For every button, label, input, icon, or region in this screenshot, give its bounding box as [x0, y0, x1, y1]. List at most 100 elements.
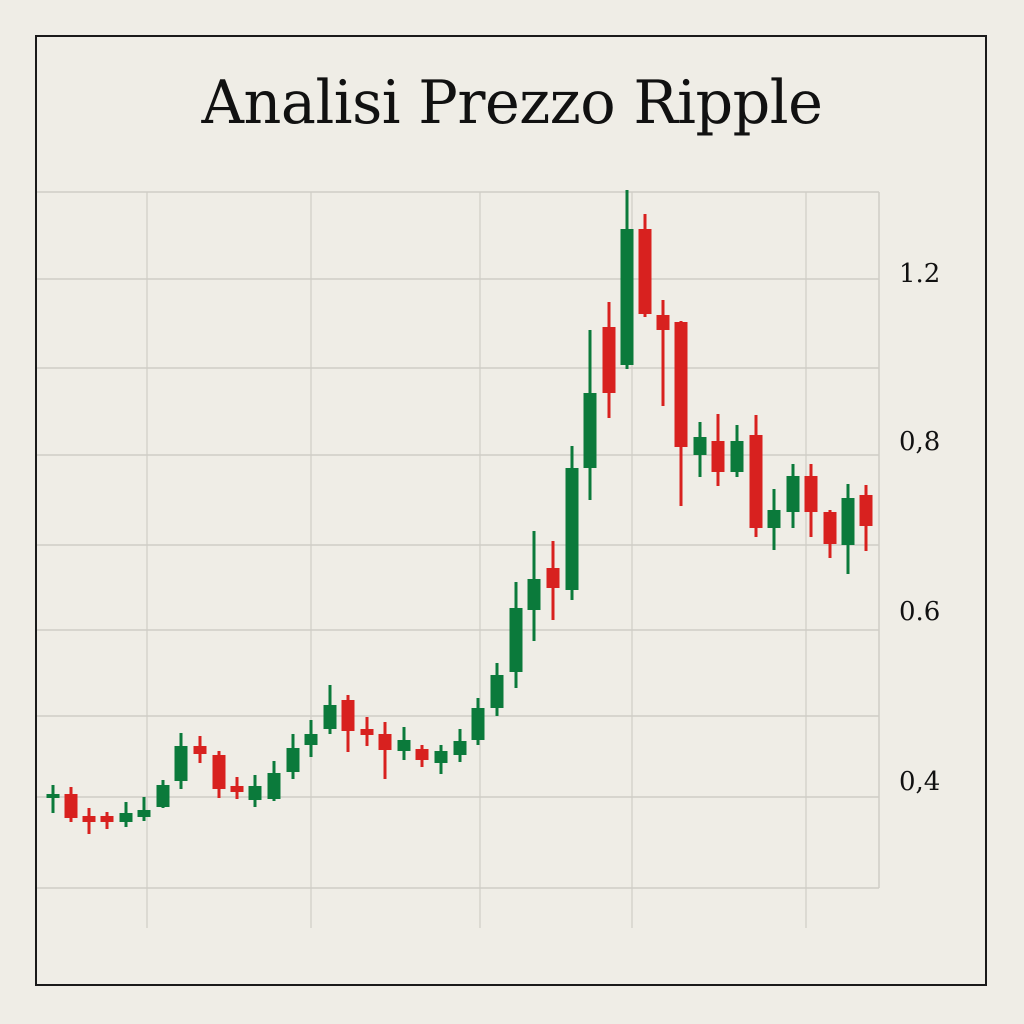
candle-up — [174, 733, 188, 789]
candle-body — [137, 810, 151, 817]
candle-up — [565, 446, 579, 600]
candle-body — [749, 435, 763, 528]
candle-up — [527, 531, 541, 641]
candle-down — [656, 300, 670, 406]
candle-body — [656, 315, 670, 330]
candle-down — [82, 808, 96, 834]
candle-body — [119, 813, 133, 822]
candle-body — [565, 468, 579, 590]
candle-down — [749, 415, 763, 537]
candle-up — [453, 729, 467, 762]
candle-body — [471, 708, 485, 740]
y-tick-label: 0,8 — [899, 427, 940, 457]
candle-body — [323, 705, 337, 729]
candle-up — [323, 685, 337, 734]
candle-body — [711, 441, 725, 472]
grid-lines — [37, 191, 880, 928]
candle-body — [156, 785, 170, 807]
candles — [46, 190, 873, 834]
candle-body — [841, 498, 855, 545]
candle-down — [360, 717, 374, 746]
candle-body — [174, 746, 188, 781]
candle-up — [267, 761, 281, 801]
candle-up — [434, 745, 448, 774]
candle-body — [46, 794, 60, 798]
candle-body — [286, 748, 300, 772]
candle-down — [674, 321, 688, 506]
candle-body — [786, 476, 800, 512]
candle-body — [82, 816, 96, 822]
candle-up — [397, 727, 411, 760]
chart-title: Analisi Prezzo Ripple — [201, 68, 823, 138]
candle-body — [509, 608, 523, 672]
candle-body — [693, 437, 707, 455]
candle-body — [767, 510, 781, 528]
candle-body — [304, 734, 318, 745]
candle-body — [804, 476, 818, 512]
candle-up — [509, 582, 523, 688]
candle-up — [583, 330, 597, 500]
candle-body — [638, 229, 652, 314]
candle-body — [230, 786, 244, 792]
candle-up — [156, 780, 170, 808]
candle-up — [786, 464, 800, 528]
candle-down — [415, 745, 429, 767]
candle-body — [730, 441, 744, 472]
candle-body — [378, 734, 392, 750]
candle-up — [767, 489, 781, 550]
candle-body — [248, 786, 262, 800]
candle-down — [378, 722, 392, 779]
candle-body — [434, 751, 448, 763]
candle-up — [286, 734, 300, 779]
candle-body — [490, 675, 504, 708]
candle-down — [638, 214, 652, 317]
candle-body — [453, 741, 467, 755]
candle-up — [119, 802, 133, 827]
candle-down — [100, 812, 114, 829]
candle-body — [100, 816, 114, 822]
candle-down — [823, 510, 837, 558]
candle-up — [693, 422, 707, 477]
candle-down — [711, 414, 725, 486]
candle-body — [267, 773, 281, 799]
y-tick-label: 1.2 — [899, 259, 940, 289]
candle-body — [583, 393, 597, 468]
candle-body — [212, 755, 226, 789]
candle-body — [859, 495, 873, 526]
candle-down — [193, 736, 207, 763]
candle-body — [415, 749, 429, 760]
y-axis-labels: 1.2 0,8 0.6 0,4 — [899, 259, 940, 797]
candle-up — [248, 775, 262, 807]
candle-body — [397, 740, 411, 751]
y-tick-label: 0,4 — [899, 767, 940, 797]
y-tick-label: 0.6 — [899, 597, 940, 627]
candle-down — [859, 485, 873, 551]
candle-body — [360, 729, 374, 735]
candle-body — [546, 568, 560, 588]
candle-up — [137, 797, 151, 821]
candle-body — [674, 322, 688, 447]
candle-body — [64, 794, 78, 818]
candle-down — [341, 695, 355, 752]
chart-frame — [35, 35, 987, 986]
candle-down — [230, 777, 244, 799]
candle-body — [527, 579, 541, 610]
candle-body — [823, 512, 837, 544]
candle-body — [602, 327, 616, 393]
candle-down — [804, 464, 818, 537]
candle-up — [46, 785, 60, 813]
candle-up — [620, 190, 634, 369]
candle-down — [546, 541, 560, 620]
candle-down — [602, 302, 616, 418]
candle-body — [620, 229, 634, 365]
candle-body — [341, 700, 355, 731]
candle-up — [841, 484, 855, 574]
candle-up — [730, 425, 744, 477]
candle-body — [193, 746, 207, 754]
candle-down — [64, 787, 78, 822]
candle-down — [212, 751, 226, 798]
candle-up — [490, 663, 504, 716]
candle-up — [471, 698, 485, 745]
candle-up — [304, 720, 318, 757]
